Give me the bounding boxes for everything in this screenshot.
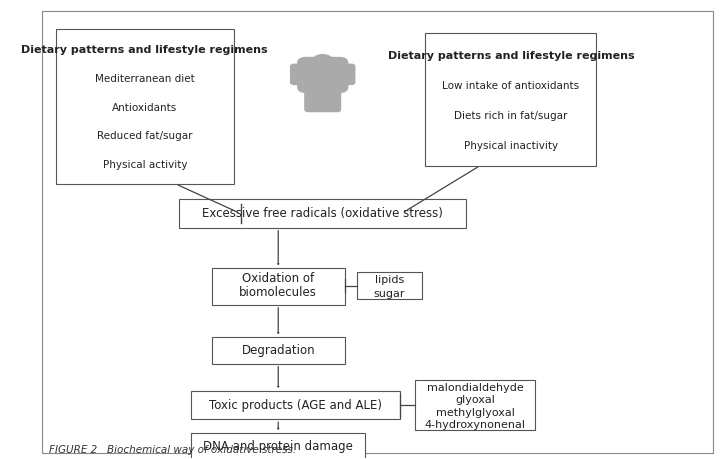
Bar	[357, 272, 422, 299]
Text: glyoxal: glyoxal	[455, 395, 495, 405]
Text: Diets rich in fat/sugar: Diets rich in fat/sugar	[454, 111, 567, 121]
Bar	[56, 29, 234, 184]
Text: Physical activity: Physical activity	[102, 160, 187, 170]
Text: Toxic products (AGE and ALE): Toxic products (AGE and ALE)	[209, 399, 382, 412]
Text: lipids: lipids	[375, 275, 404, 285]
FancyBboxPatch shape	[291, 64, 309, 84]
Text: DNA and protein damage: DNA and protein damage	[203, 440, 353, 453]
Text: Reduced fat/sugar: Reduced fat/sugar	[97, 131, 193, 141]
Text: malondialdehyde: malondialdehyde	[427, 383, 523, 392]
FancyBboxPatch shape	[305, 84, 325, 112]
Text: Oxidation of: Oxidation of	[242, 272, 314, 285]
Text: sugar: sugar	[373, 289, 405, 298]
Bar	[425, 34, 596, 166]
Text: methylglyoxal: methylglyoxal	[435, 408, 514, 418]
Circle shape	[312, 55, 333, 68]
Bar	[211, 268, 345, 305]
Text: Low intake of antioxidants: Low intake of antioxidants	[442, 81, 580, 91]
FancyBboxPatch shape	[321, 84, 340, 112]
Bar	[191, 433, 366, 459]
FancyBboxPatch shape	[337, 64, 355, 84]
FancyBboxPatch shape	[319, 59, 327, 65]
Text: Dietary patterns and lifestyle regimens: Dietary patterns and lifestyle regimens	[22, 45, 268, 55]
Text: Mediterranean diet: Mediterranean diet	[95, 74, 195, 84]
Text: Degradation: Degradation	[242, 344, 315, 357]
Text: Excessive free radicals (oxidative stress): Excessive free radicals (oxidative stres…	[203, 207, 443, 220]
Text: biomolecules: biomolecules	[239, 285, 317, 299]
Bar	[415, 380, 535, 430]
Bar	[191, 391, 399, 419]
Text: Antioxidants: Antioxidants	[112, 103, 177, 113]
Bar	[211, 337, 345, 364]
FancyBboxPatch shape	[298, 57, 348, 92]
Text: Physical inactivity: Physical inactivity	[464, 141, 558, 151]
Text: 4-hydroxynonenal: 4-hydroxynonenal	[425, 420, 526, 430]
Text: FIGURE 2   Biochemical way of oxidative stress.: FIGURE 2 Biochemical way of oxidative st…	[49, 445, 296, 455]
Text: Dietary patterns and lifestyle regimens: Dietary patterns and lifestyle regimens	[388, 51, 634, 61]
Bar	[179, 199, 466, 228]
